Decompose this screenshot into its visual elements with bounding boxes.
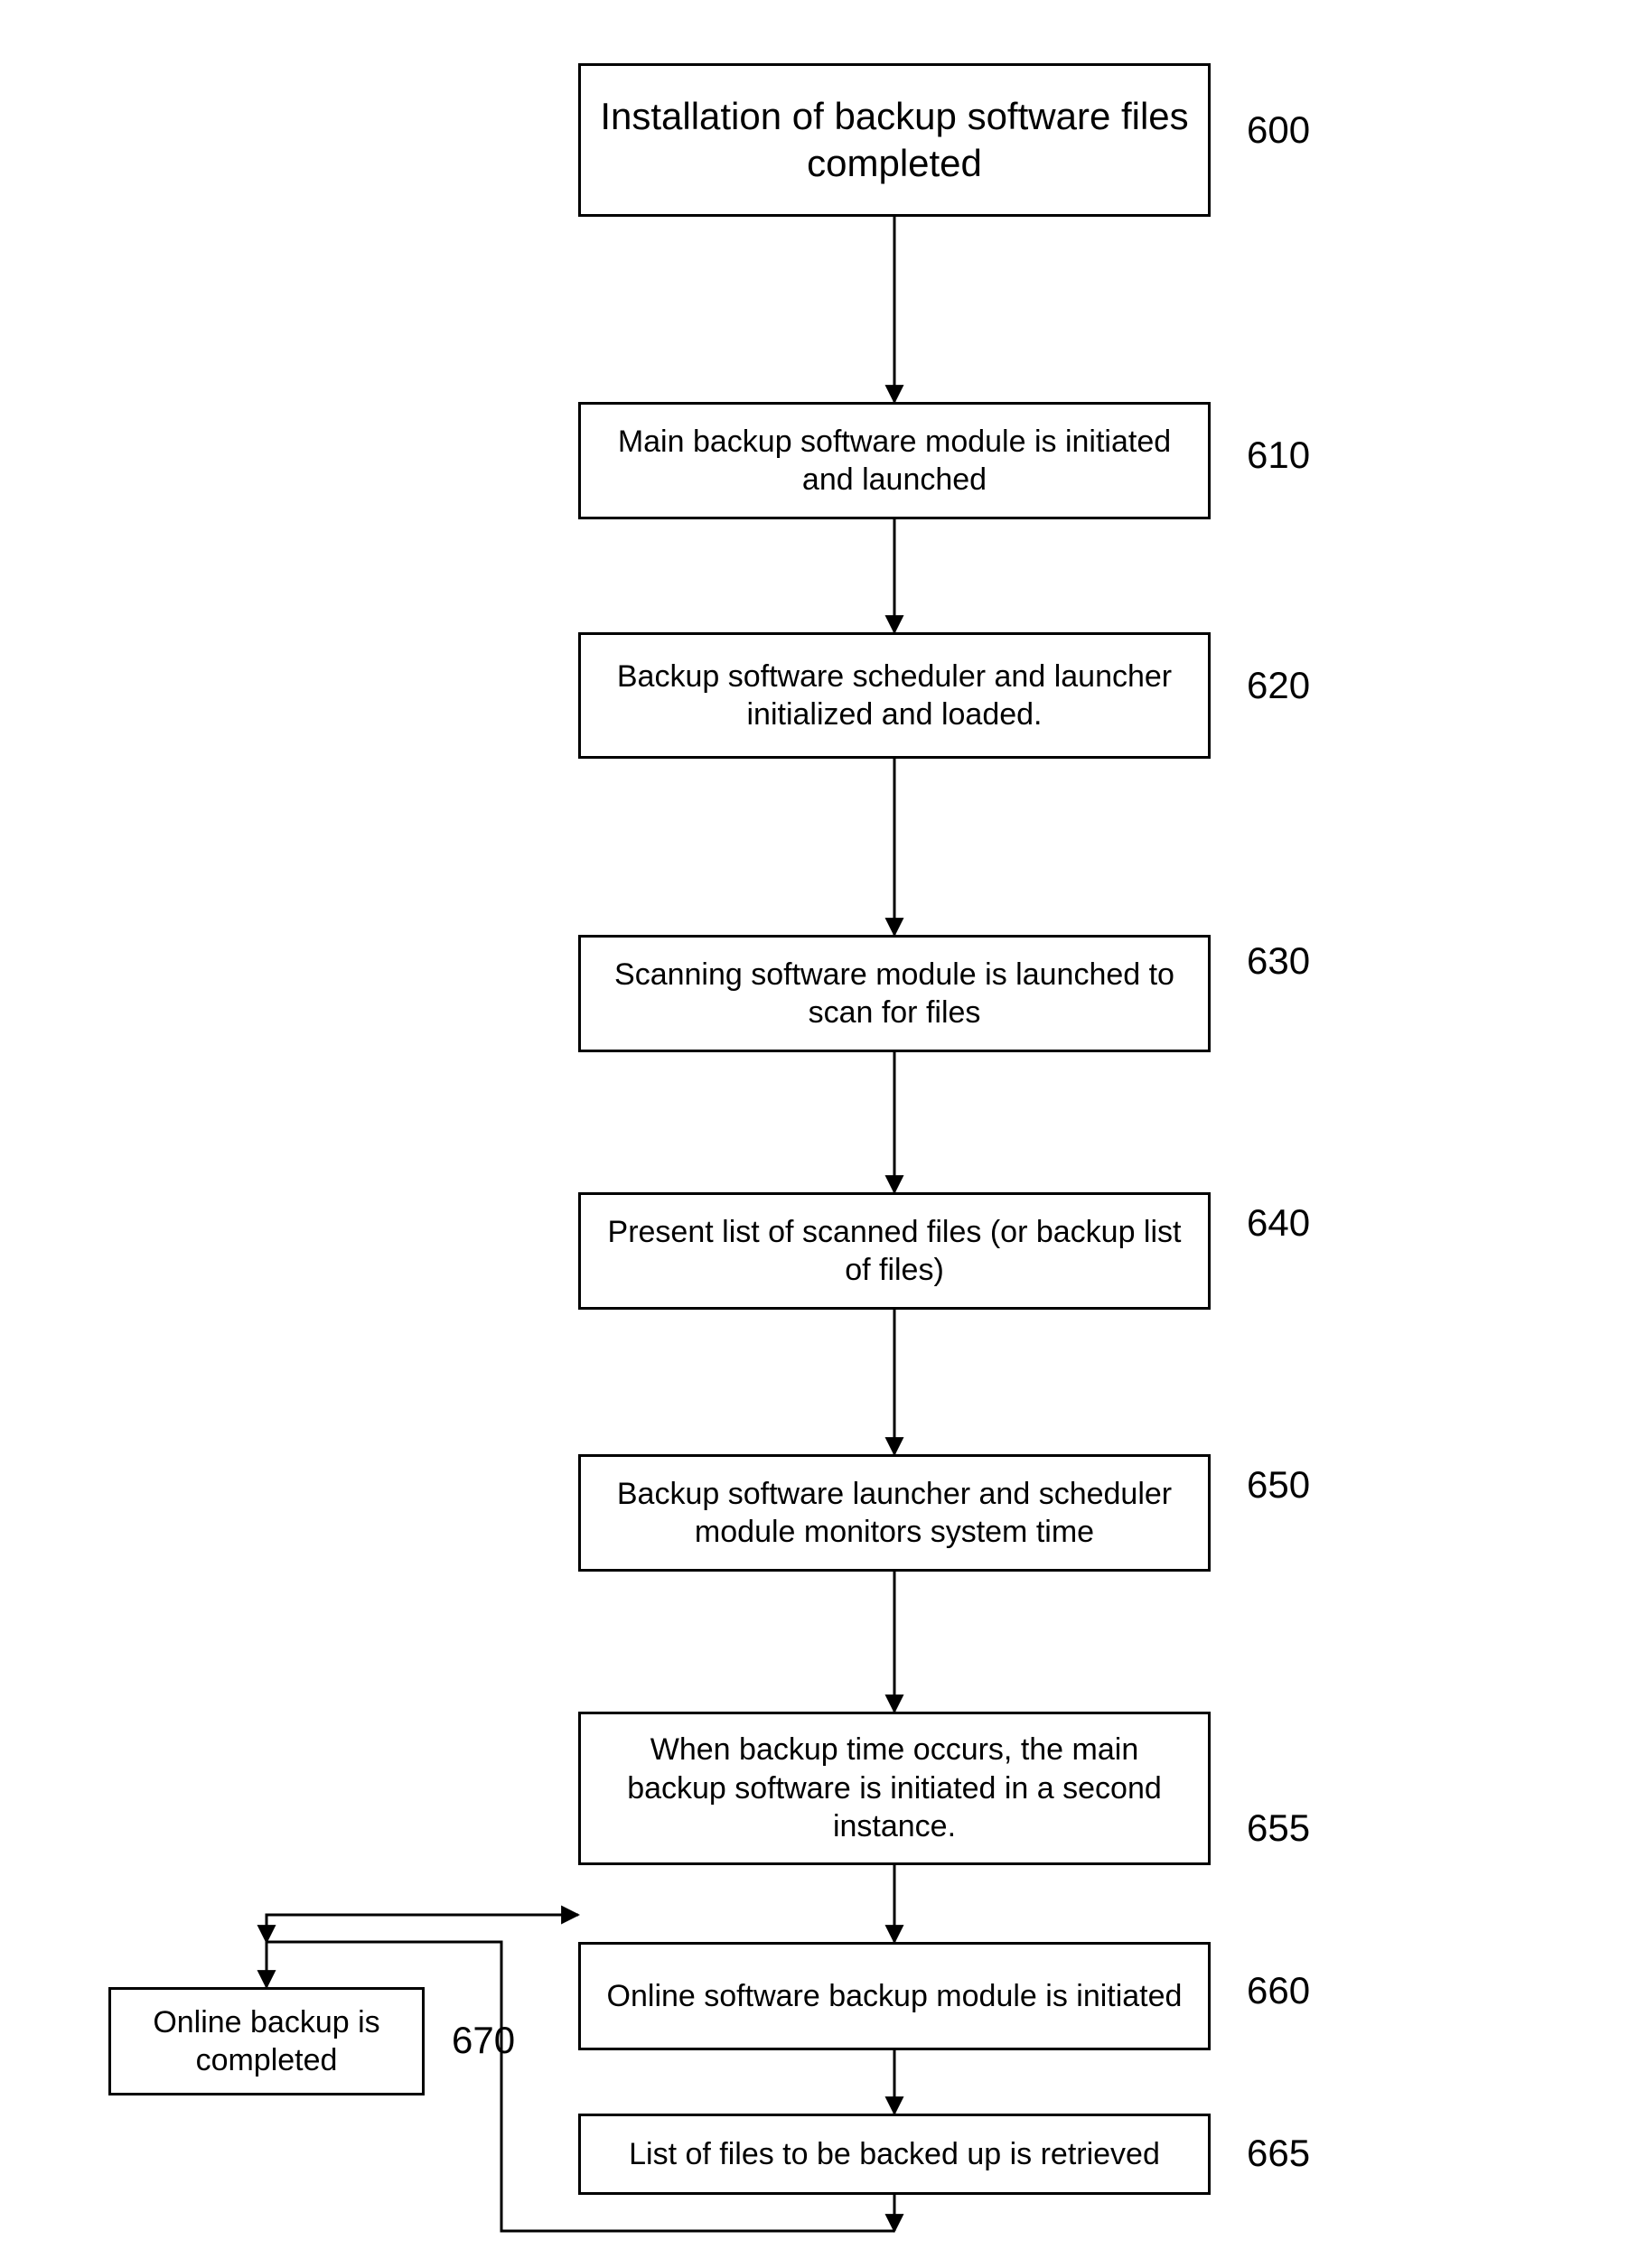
node-label: When backup time occurs, the main backup… [599,1731,1190,1846]
ref-620: 620 [1247,664,1310,707]
ref-600: 600 [1247,108,1310,152]
edge-e11 [267,1915,578,1942]
node-label: Backup software launcher and scheduler m… [599,1475,1190,1552]
flowchart-canvas: Installation of backup software files co… [0,0,1628,2268]
node-scanning-launched: Scanning software module is launched to … [578,935,1211,1052]
ref-640: 640 [1247,1201,1310,1245]
ref-label: 620 [1247,664,1310,706]
node-install-complete: Installation of backup software files co… [578,63,1211,217]
node-scheduler-initialized: Backup software scheduler and launcher i… [578,632,1211,759]
ref-665: 665 [1247,2132,1310,2175]
ref-label: 655 [1247,1806,1310,1849]
ref-670: 670 [452,2019,515,2062]
ref-610: 610 [1247,434,1310,477]
edges-layer [0,0,1628,2268]
node-label: Online backup is completed [129,2003,404,2080]
ref-label: 650 [1247,1463,1310,1506]
ref-label: 670 [452,2019,515,2061]
node-main-module-initiated: Main backup software module is initiated… [578,402,1211,519]
node-label: Present list of scanned files (or backup… [599,1213,1190,1290]
ref-630: 630 [1247,939,1310,983]
node-present-list: Present list of scanned files (or backup… [578,1192,1211,1310]
ref-label: 640 [1247,1201,1310,1244]
node-list-retrieved: List of files to be backed up is retriev… [578,2114,1211,2195]
ref-660: 660 [1247,1969,1310,2012]
ref-label: 660 [1247,1969,1310,2011]
ref-655: 655 [1247,1806,1310,1850]
ref-label: 600 [1247,108,1310,151]
ref-label: 610 [1247,434,1310,476]
node-label: Scanning software module is launched to … [599,956,1190,1032]
ref-label: 630 [1247,939,1310,982]
node-label: Installation of backup software files co… [599,93,1190,188]
node-label: List of files to be backed up is retriev… [629,2135,1160,2174]
node-online-module-initiated: Online software backup module is initiat… [578,1942,1211,2050]
node-online-backup-completed: Online backup is completed [108,1987,425,2095]
node-monitor-time: Backup software launcher and scheduler m… [578,1454,1211,1572]
node-second-instance: When backup time occurs, the main backup… [578,1712,1211,1865]
node-label: Online software backup module is initiat… [607,1977,1183,2016]
node-label: Main backup software module is initiated… [599,423,1190,499]
ref-label: 665 [1247,2132,1310,2174]
node-label: Backup software scheduler and launcher i… [599,658,1190,734]
ref-650: 650 [1247,1463,1310,1507]
